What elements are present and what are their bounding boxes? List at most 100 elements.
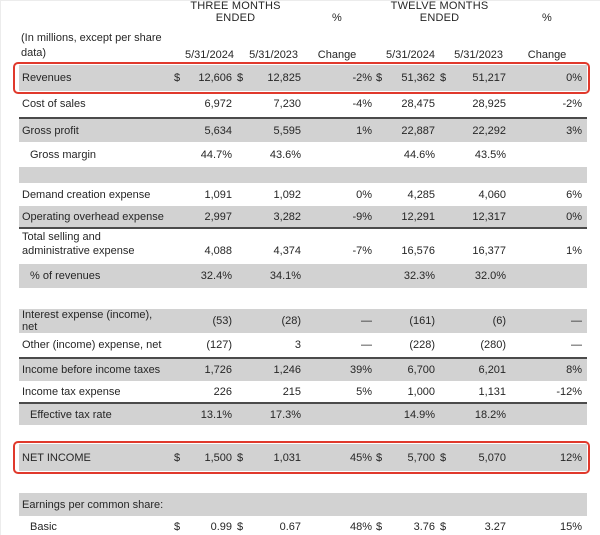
dollar-sign-cell: [372, 117, 387, 142]
change-cell: 0%: [507, 65, 588, 91]
value-cell: 3.76: [413, 521, 436, 533]
change-cell: —: [571, 339, 583, 351]
dollar-sign-cell: [233, 142, 247, 167]
dollar-sign-cell: $: [439, 521, 447, 533]
change-header-12mo: Change: [527, 49, 567, 61]
value-cell: 3.27: [484, 521, 507, 533]
dollar-sign-cell: [372, 206, 387, 227]
change-cell: -7%: [302, 227, 373, 264]
dollar-sign-cell: [169, 309, 185, 333]
dollar-sign-cell: [436, 333, 450, 357]
dollar-sign-cell: [372, 309, 387, 333]
row-label: Gross margin: [30, 148, 97, 161]
row-label: % of revenues: [19, 264, 169, 288]
row-interest-expense-income-net: Interest expense (income), net (53) (28) —(…: [19, 309, 588, 333]
spacer-row: [19, 471, 587, 493]
value-cell: 12,825: [247, 65, 303, 91]
income-statement-table: THREE MONTHS ENDED % TWELVE MONTHS ENDED…: [19, 0, 588, 535]
header-group-row: THREE MONTHS ENDED % TWELVE MONTHS ENDED…: [19, 0, 587, 31]
value-cell: 32.4%: [185, 264, 233, 288]
dollar-sign-cell: $: [233, 65, 247, 91]
dollar-sign-cell: [436, 381, 450, 402]
value-cell: 12,606: [185, 65, 233, 91]
row-revenues: Revenues $12,606 $12,825 -2% $51,362 $51,217 0…: [19, 65, 588, 91]
row-label: Interest expense (income), net: [19, 309, 169, 333]
spacer-row: [19, 425, 587, 444]
row-gross-profit: Gross profit 5,634 5,595 1% 22,887 22,292 3%: [19, 117, 588, 142]
change-cell: 3%: [507, 117, 588, 142]
value-cell: 4,285: [407, 188, 436, 201]
change-cell: —: [361, 339, 373, 351]
value-cell: 12,291: [386, 206, 437, 227]
value-cell: 44.7%: [200, 148, 232, 161]
dollar-sign-cell: [233, 381, 247, 402]
value-cell: (228): [409, 339, 436, 351]
row-label: Revenues: [19, 65, 169, 91]
value-cell: 3: [294, 339, 302, 351]
dollar-sign-cell: [436, 206, 451, 227]
dollar-sign-cell: $: [372, 65, 387, 91]
change-cell: -2%: [562, 98, 583, 110]
value-cell: 14.9%: [386, 402, 437, 425]
change-cell: 39%: [302, 357, 373, 381]
change-cell: 1%: [507, 227, 588, 264]
dollar-sign-cell: [372, 91, 386, 117]
dollar-sign-cell: $: [436, 65, 451, 91]
value-cell: 12,317: [450, 206, 508, 227]
value-cell: 16,576: [386, 227, 437, 264]
dollar-sign-cell: [372, 142, 386, 167]
header-empty-cell: [372, 31, 386, 65]
value-cell: 2,997: [185, 206, 233, 227]
value-cell: 51,217: [450, 65, 508, 91]
value-cell: 13.1%: [185, 402, 233, 425]
value-cell: 6,201: [450, 357, 508, 381]
dollar-sign-cell: [372, 183, 386, 206]
change-cell: [302, 264, 373, 288]
value-cell: 1,000: [407, 385, 436, 398]
dollar-sign-cell: $: [436, 444, 451, 471]
change-cell: [507, 402, 588, 425]
value-cell: 1,031: [247, 444, 303, 471]
column-group-three-months: THREE MONTHS ENDED: [190, 0, 281, 24]
dollar-sign-cell: [372, 264, 387, 288]
change-cell: -2%: [302, 65, 373, 91]
row-label: Other (income) expense, net: [22, 339, 162, 351]
dollar-sign-cell: [169, 183, 185, 206]
dollar-sign-cell: [169, 357, 185, 381]
row-earnings-per-common-share: Earnings per common share:: [19, 493, 588, 516]
dollar-sign-cell: $: [173, 521, 181, 533]
row-label: Income tax expense: [22, 385, 121, 398]
change-cell: 48%: [350, 521, 373, 533]
spacer-cell: [19, 167, 588, 183]
value-cell: 34.1%: [247, 264, 303, 288]
change-cell: —: [507, 309, 588, 333]
change-header-3mo: Change: [317, 49, 357, 61]
value-cell: (161): [386, 309, 437, 333]
dollar-sign-cell: [233, 227, 247, 264]
row-label: Effective tax rate: [19, 402, 169, 425]
value-cell: [386, 493, 437, 516]
row-net-income: NET INCOME $1,500 $1,031 45% $5,700 $5,070 12%: [19, 444, 588, 471]
dollar-sign-cell: [233, 117, 247, 142]
dollar-sign-cell: [233, 357, 247, 381]
spacer-cell: [19, 425, 587, 444]
row-effective-tax-rate: Effective tax rate 13.1% 17.3% 14.9% 18.2%: [19, 402, 588, 425]
value-cell: 0.99: [210, 521, 232, 533]
row-label: Basic: [30, 521, 57, 533]
dollar-sign-cell: [233, 493, 247, 516]
value-cell: 1,092: [273, 188, 302, 201]
value-cell: 5,595: [247, 117, 303, 142]
value-cell: 5,634: [185, 117, 233, 142]
spacer-row: [19, 167, 588, 183]
change-cell: [302, 493, 373, 516]
value-cell: (280): [480, 339, 507, 351]
value-cell: 1,246: [247, 357, 303, 381]
dollar-sign-cell: [436, 117, 451, 142]
value-cell: 51,362: [386, 65, 437, 91]
value-cell: (6): [450, 309, 508, 333]
change-cell: [507, 493, 588, 516]
header-empty-cell: [19, 0, 169, 31]
row-other-income-expense-net: Other (income) expense, net (127) 3 — (228) (…: [19, 333, 587, 357]
dollar-sign-cell: [169, 264, 185, 288]
